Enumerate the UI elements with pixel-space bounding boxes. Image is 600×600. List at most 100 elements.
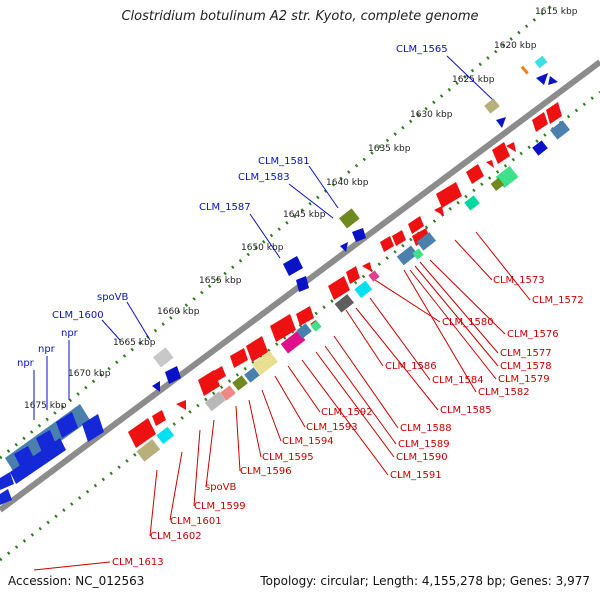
gene-arrow: [486, 160, 494, 168]
reverse-gene-label: CLM_1577: [500, 348, 552, 359]
gene-block: [534, 55, 548, 69]
gene-arrow: [128, 418, 156, 448]
gene-arrow: [340, 242, 348, 252]
gene-block: [153, 347, 174, 368]
gene-arrow: [548, 76, 558, 85]
tick-label: 1635 kbp: [368, 144, 411, 154]
leader-line: [308, 165, 339, 209]
forward-gene-label: spoVB: [97, 292, 129, 303]
gene-arrow: [466, 164, 484, 184]
gene-arrow: [0, 472, 14, 490]
gene-arrow: [296, 276, 309, 292]
leader-line: [274, 375, 306, 428]
forward-features: [0, 55, 558, 505]
gene-arrow: [0, 489, 12, 505]
leader-line: [287, 365, 321, 413]
gene-block: [416, 232, 436, 251]
reverse-gene-label: CLM_1590: [396, 452, 448, 463]
tick-label: 1640 kbp: [326, 178, 369, 188]
leader-line: [355, 307, 439, 411]
reverse-gene-label: CLM_1595: [262, 452, 314, 463]
gene-block: [484, 98, 500, 114]
gene-block: [136, 439, 161, 462]
reverse-gene-label: CLM_1592: [321, 407, 373, 418]
gene-block: [532, 140, 548, 156]
forward-gene-label: npr: [61, 328, 79, 339]
gene-arrow: [496, 117, 506, 128]
leader-line: [414, 265, 499, 367]
reverse-gene-label: CLM_1591: [390, 470, 442, 481]
leader-line: [235, 405, 241, 472]
gene-block: [156, 426, 175, 445]
tick-label: 1655 kbp: [199, 276, 242, 286]
reverse-gene-label: CLM_1596: [240, 466, 292, 477]
gene-arrow: [328, 276, 350, 300]
accession-label: Accession: NC_012563: [8, 574, 145, 588]
reverse-gene-label: CLM_1578: [500, 361, 552, 372]
gene-arrow: [82, 414, 104, 442]
forward-gene-label: npr: [17, 358, 35, 369]
forward-gene-label: npr: [38, 344, 56, 355]
reverse-gene-label: CLM_1586: [385, 361, 437, 372]
gene-arrow: [165, 366, 181, 384]
tick-label: 1615 kbp: [535, 7, 578, 17]
tick-label: 1630 kbp: [410, 110, 453, 120]
gene-arrow: [270, 314, 296, 342]
reverse-gene-label: CLM_1588: [400, 423, 452, 434]
leader-line: [249, 213, 281, 259]
gene-block: [204, 391, 226, 412]
leader-line: [429, 259, 506, 335]
reverse-gene-label: spoVB: [205, 482, 237, 493]
forward-gene-label: CLM_1565: [396, 44, 448, 55]
leader-line: [33, 561, 111, 571]
leader-line: [205, 419, 215, 488]
leader-line: [324, 345, 397, 445]
reverse-gene-label: CLM_1573: [493, 275, 545, 286]
gene-block: [232, 375, 248, 391]
gene-block: [464, 195, 480, 211]
reverse-gene-label: CLM_1594: [282, 436, 334, 447]
gene-arrow: [283, 256, 303, 276]
gene-arrow: [14, 446, 34, 466]
leader-line: [301, 359, 389, 476]
gene-arrow: [436, 182, 462, 208]
leader-line: [333, 335, 399, 429]
gene-block: [550, 120, 570, 140]
gene-arrow: [532, 112, 548, 132]
gene-arrow: [434, 206, 444, 216]
leader-line: [419, 261, 499, 354]
gene-arrow: [362, 262, 372, 272]
reverse-gene-label: CLM_1593: [306, 422, 358, 433]
gene-arrow: [536, 73, 548, 85]
gene-arrow: [352, 228, 366, 242]
reverse-gene-label: CLM_1584: [432, 375, 484, 386]
leader-line: [369, 297, 431, 381]
gene-block: [490, 177, 505, 192]
reverse-gene-label: CLM_1613: [112, 557, 164, 568]
leader-line: [446, 55, 494, 101]
gene-block: [220, 385, 236, 401]
gene-block: [412, 248, 424, 260]
reverse-gene-label: CLM_1582: [478, 387, 530, 398]
leader-line: [193, 429, 201, 507]
gene-arrow: [346, 266, 360, 284]
gene-arrow: [152, 410, 166, 426]
forward-gene-label: CLM_1583: [238, 172, 290, 183]
reverse-gene-label: CLM_1576: [507, 329, 559, 340]
reverse-gene-label: CLM_1601: [170, 516, 222, 527]
gene-block: [252, 350, 278, 376]
gene-block: [368, 270, 380, 282]
leader-line: [149, 469, 158, 537]
tick-label: 1620 kbp: [494, 41, 537, 51]
forward-gene-label: CLM_1587: [199, 202, 251, 213]
leader-line: [288, 183, 334, 219]
gene-arrow: [296, 306, 314, 326]
leader-line: [101, 319, 121, 341]
tick-label: 1675 kbp: [24, 401, 67, 411]
leader-line: [475, 231, 531, 301]
forward-gene-label: CLM_1581: [258, 156, 310, 167]
gene-arrow: [380, 236, 394, 252]
gene-block: [334, 294, 354, 313]
gene-block: [354, 280, 373, 299]
